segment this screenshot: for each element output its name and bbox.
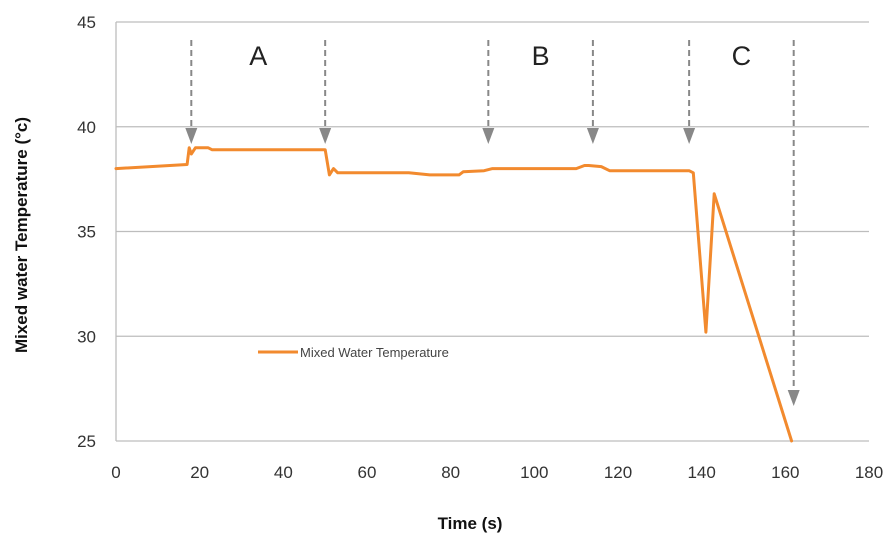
event-arrow-head [683, 128, 696, 144]
series-line [114, 146, 794, 443]
grid-lines [116, 21, 869, 442]
region-labels: A B C [249, 41, 751, 71]
legend: Mixed Water Temperature [258, 345, 449, 360]
y-tick-label: 35 [77, 223, 96, 242]
series-lines [114, 146, 794, 443]
y-tick-label: 30 [77, 327, 96, 346]
event-arrow-head [185, 128, 198, 144]
y-axis-title: Mixed water Temperature (°c) [12, 117, 31, 353]
x-axis-title: Time (s) [438, 514, 503, 533]
x-tick-label: 20 [190, 463, 209, 482]
region-label: C [732, 41, 752, 71]
region-label: B [532, 41, 550, 71]
y-tick-label: 45 [77, 13, 96, 32]
event-arrows [185, 40, 800, 406]
x-tick-label: 60 [358, 463, 377, 482]
x-tick-label: 180 [855, 463, 883, 482]
event-arrow-head [787, 390, 800, 406]
legend-label: Mixed Water Temperature [300, 345, 449, 360]
event-arrow-head [586, 128, 599, 144]
region-label: A [249, 41, 267, 71]
x-tick-label: 120 [604, 463, 632, 482]
x-tick-labels: 0 20 40 60 80 100 120 140 160 180 [111, 463, 883, 482]
x-tick-label: 40 [274, 463, 293, 482]
y-tick-label: 25 [77, 432, 96, 451]
x-tick-label: 160 [771, 463, 799, 482]
event-arrow-head [482, 128, 495, 144]
x-tick-label: 0 [111, 463, 120, 482]
y-tick-labels: 25 30 35 40 45 [77, 13, 96, 451]
x-tick-label: 140 [687, 463, 715, 482]
event-arrow-head [319, 128, 332, 144]
x-tick-label: 80 [441, 463, 460, 482]
y-tick-label: 40 [77, 118, 96, 137]
x-tick-label: 100 [520, 463, 548, 482]
